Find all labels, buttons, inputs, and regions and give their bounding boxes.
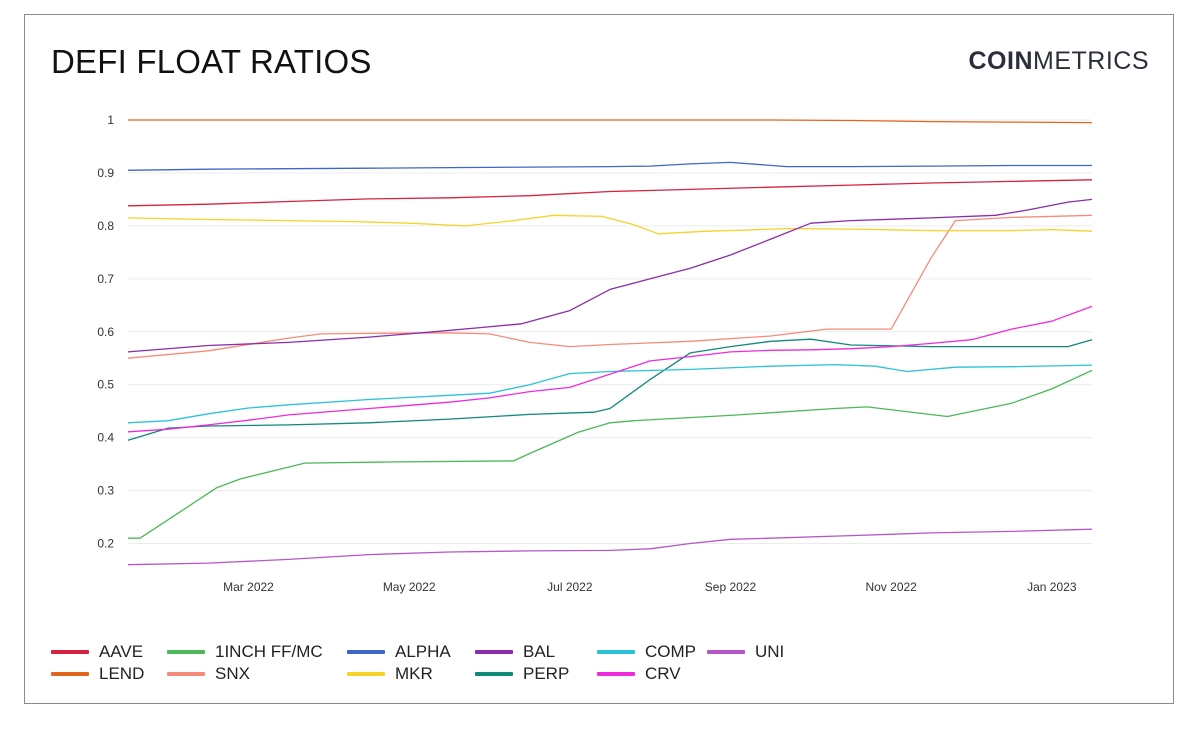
line-chart: 0.2 0.3 0.4 0.5 0.6 0.7 0.8 0.9 1 Mar 2022 May 20… — [97, 113, 1093, 594]
y-tick-label: 0.8 — [97, 219, 114, 233]
y-tick-label: 0.9 — [97, 166, 114, 180]
x-tick-label: Jul 2022 — [547, 580, 593, 594]
x-axis-tick-labels: Mar 2022 May 2022 Jul 2022 Sep 2022 Nov 2022… — [223, 580, 1077, 594]
y-tick-label: 0.5 — [97, 378, 114, 392]
legend-swatch — [51, 650, 89, 654]
legend-item-crv[interactable]: CRV — [597, 663, 681, 685]
legend-swatch — [347, 650, 385, 654]
series-line-crv — [127, 305, 1093, 433]
legend-swatch — [597, 650, 635, 654]
y-tick-label: 1 — [107, 113, 114, 127]
legend-label: ALPHA — [395, 642, 451, 661]
chart-title: DEFI FLOAT RATIOS — [51, 43, 372, 80]
x-tick-label: May 2022 — [383, 580, 436, 594]
legend-item-1inch-ff-mc[interactable]: 1INCH FF/MC — [167, 641, 323, 663]
logo-bold-text: COIN — [968, 47, 1033, 75]
legend-label: LEND — [99, 664, 145, 683]
legend-swatch — [707, 650, 745, 654]
legend-swatch — [167, 672, 205, 676]
y-tick-label: 0.3 — [97, 484, 114, 498]
legend-swatch — [597, 672, 635, 676]
logo-light-text: METRICS — [1033, 47, 1149, 75]
legend-item-perp[interactable]: PERP — [475, 663, 569, 685]
series-line-aave — [127, 179, 1093, 207]
legend-item-uni[interactable]: UNI — [707, 641, 784, 663]
legend-item-snx[interactable]: SNX — [167, 663, 250, 685]
legend-item-lend[interactable]: LEND — [51, 663, 144, 685]
legend-item-bal[interactable]: BAL — [475, 641, 555, 663]
series-line-bal — [127, 198, 1093, 353]
series-line-uni — [127, 528, 1093, 566]
legend-label: CRV — [645, 664, 681, 683]
y-tick-label: 0.7 — [97, 272, 114, 286]
legend-label: BAL — [523, 642, 556, 661]
y-tick-label: 0.4 — [97, 431, 114, 445]
x-tick-label: Nov 2022 — [865, 580, 917, 594]
chart-legend: AAVE LEND 1INCH FF/MC SNX ALPHA MKR BAL PERP COM… — [51, 641, 951, 689]
legend-swatch — [51, 672, 89, 676]
x-tick-label: Mar 2022 — [223, 580, 274, 594]
y-tick-label: 0.2 — [97, 537, 114, 551]
legend-swatch — [475, 650, 513, 654]
series-line-1inch-ff-mc — [128, 369, 1093, 539]
legend-item-mkr[interactable]: MKR — [347, 663, 433, 685]
legend-label: SNX — [215, 664, 250, 683]
legend-label: COMP — [645, 642, 696, 661]
series-line-snx — [127, 214, 1093, 359]
x-tick-label: Jan 2023 — [1027, 580, 1077, 594]
coinmetrics-logo: COINMETRICS — [969, 47, 1150, 76]
series-line-perp — [127, 338, 1093, 441]
legend-swatch — [475, 672, 513, 676]
series-line-mkr — [127, 214, 1093, 235]
series-line-alpha — [127, 161, 1092, 171]
series-lines — [127, 119, 1093, 566]
legend-swatch — [347, 672, 385, 676]
legend-label: AAVE — [99, 642, 144, 661]
series-line-lend — [128, 119, 1093, 124]
series-line-comp — [127, 363, 1093, 424]
chart-frame: DEFI FLOAT RATIOS COINMETRICS 0.2 0.3 0.4 0… — [24, 14, 1174, 704]
legend-label: PERP — [523, 664, 570, 683]
grid-lines — [128, 119, 1092, 545]
legend-item-alpha[interactable]: ALPHA — [347, 641, 451, 663]
y-axis-tick-labels: 0.2 0.3 0.4 0.5 0.6 0.7 0.8 0.9 1 — [97, 113, 114, 551]
y-tick-label: 0.6 — [97, 325, 114, 339]
legend-label: 1INCH FF/MC — [215, 642, 323, 661]
legend-swatch — [167, 650, 205, 654]
legend-item-aave[interactable]: AAVE — [51, 641, 143, 663]
legend-item-comp[interactable]: COMP — [597, 641, 696, 663]
legend-label: UNI — [755, 642, 785, 661]
legend-label: MKR — [395, 664, 433, 683]
x-tick-label: Sep 2022 — [705, 580, 757, 594]
